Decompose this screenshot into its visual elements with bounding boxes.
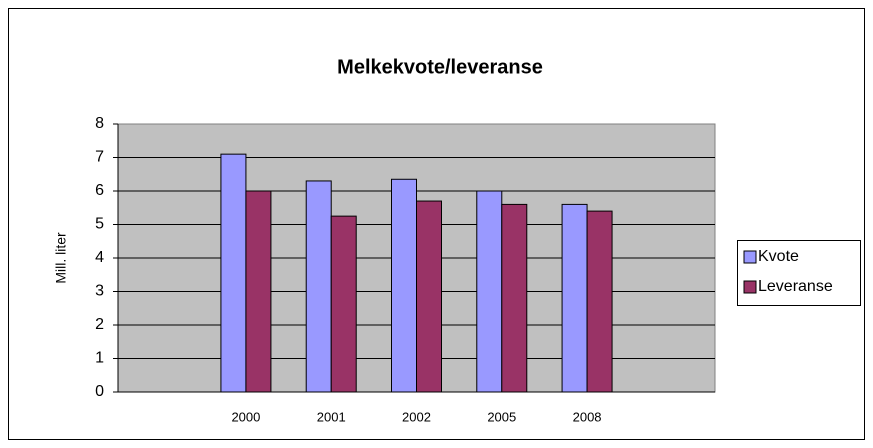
x-tick-label: 2001 [317, 409, 346, 424]
legend-label: Leveranse [758, 278, 833, 295]
y-axis-label: Mill. liter [53, 232, 69, 284]
y-tick-label: 3 [95, 283, 104, 300]
bar [561, 203, 588, 393]
bar [305, 180, 332, 393]
chart-title: Melkekvote/leveranse [337, 56, 543, 78]
y-tick-label: 2 [95, 316, 104, 333]
y-tick-label: 7 [95, 149, 104, 166]
legend-label: Kvote [758, 248, 799, 265]
legend-swatch [743, 280, 757, 294]
y-tick-label: 5 [95, 216, 104, 233]
y-tick-label: 1 [95, 350, 104, 367]
bar [501, 203, 528, 393]
bar [330, 215, 357, 393]
y-tick-label: 6 [95, 182, 104, 199]
bar [586, 210, 613, 393]
bar [220, 153, 247, 393]
bar [391, 178, 417, 393]
x-tick-label: 2000 [231, 409, 260, 424]
bar [476, 190, 503, 393]
x-tick-label: 2008 [573, 409, 602, 424]
x-tick-label: 2005 [487, 409, 516, 424]
legend-swatch [743, 250, 757, 264]
bar [416, 200, 442, 393]
x-tick-label: 2002 [402, 409, 431, 424]
y-tick-label: 0 [95, 383, 104, 400]
y-tick-label: 4 [95, 249, 104, 266]
legend [737, 240, 861, 306]
y-tick-label: 8 [95, 115, 104, 132]
bar [245, 190, 272, 393]
